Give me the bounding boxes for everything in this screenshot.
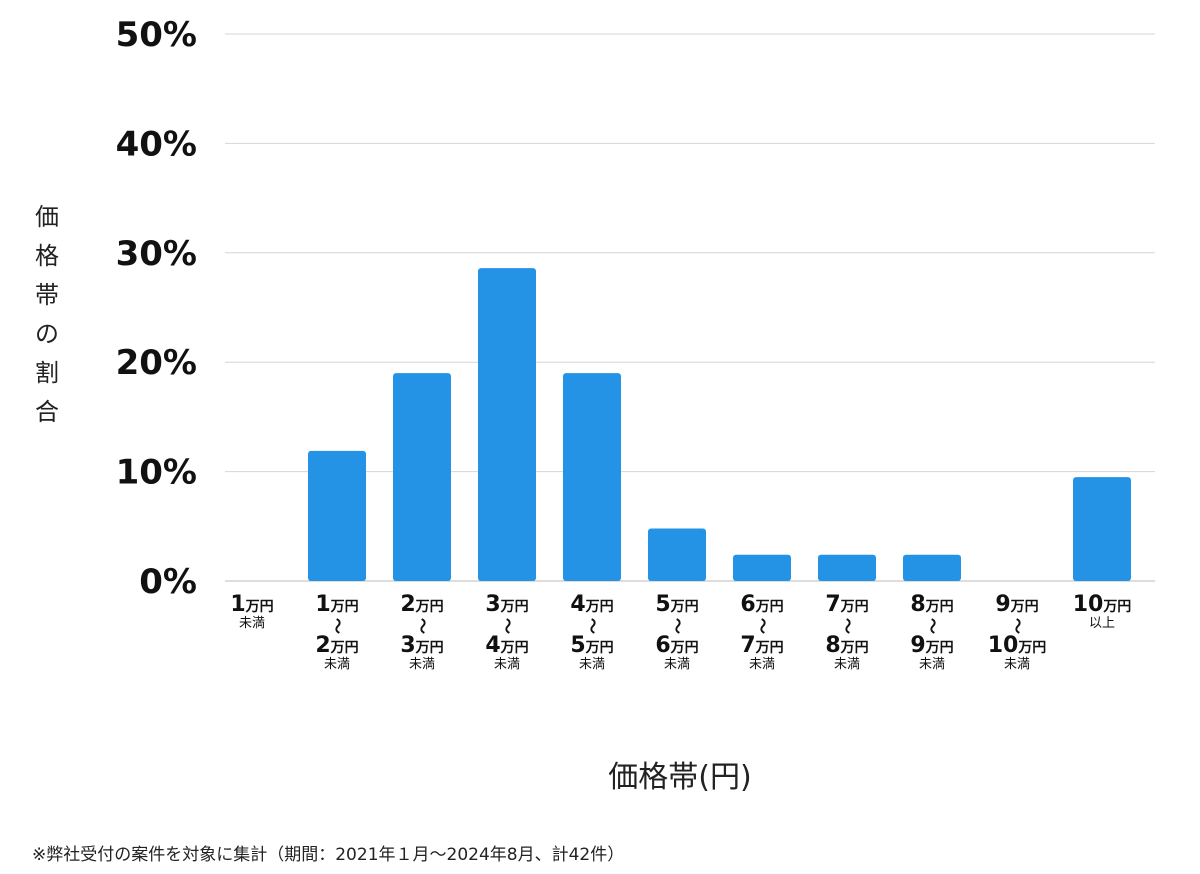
x-tick-label: 10万円 以上 <box>1072 592 1132 631</box>
bar <box>1073 477 1131 581</box>
bar <box>478 268 536 581</box>
x-tick-label: 1万円〜 2万円 未満 <box>315 592 359 672</box>
y-tick-label: 0% <box>139 562 197 602</box>
bar <box>818 554 876 581</box>
bar <box>733 554 791 581</box>
bar <box>903 554 961 581</box>
y-tick-label: 20% <box>116 343 197 383</box>
y-tick-label: 40% <box>116 124 197 164</box>
bar <box>563 373 621 581</box>
x-tick-label: 2万円〜 3万円 未満 <box>400 592 444 672</box>
y-tick-label: 30% <box>116 234 197 274</box>
bar <box>648 528 706 581</box>
x-tick-label: 5万円〜 6万円 未満 <box>655 592 699 672</box>
y-axis-label: 価格帯の割合 <box>35 203 59 426</box>
y-tick-label: 50% <box>116 15 197 55</box>
y-tick-label: 10% <box>116 453 197 493</box>
bar <box>393 373 451 581</box>
footnote: ※弊社受付の案件を対象に集計（期間：2021年１月〜2024年8月、計42件） <box>32 845 625 865</box>
x-tick-label: 3万円〜 4万円 未満 <box>485 592 529 672</box>
x-tick-label: 8万円〜 9万円 未満 <box>910 592 954 672</box>
x-tick-label: 6万円〜 7万円 未満 <box>740 592 784 672</box>
x-tick-label: 7万円〜 8万円 未満 <box>825 592 869 672</box>
x-tick-label: 9万円〜 10万円 未満 <box>987 592 1047 672</box>
x-tick-label: 4万円〜 5万円 未満 <box>570 592 614 672</box>
x-tick-label: 1万円 未満 <box>230 592 274 631</box>
x-axis-label: 価格帯(円) <box>608 760 752 795</box>
bar <box>308 450 366 581</box>
